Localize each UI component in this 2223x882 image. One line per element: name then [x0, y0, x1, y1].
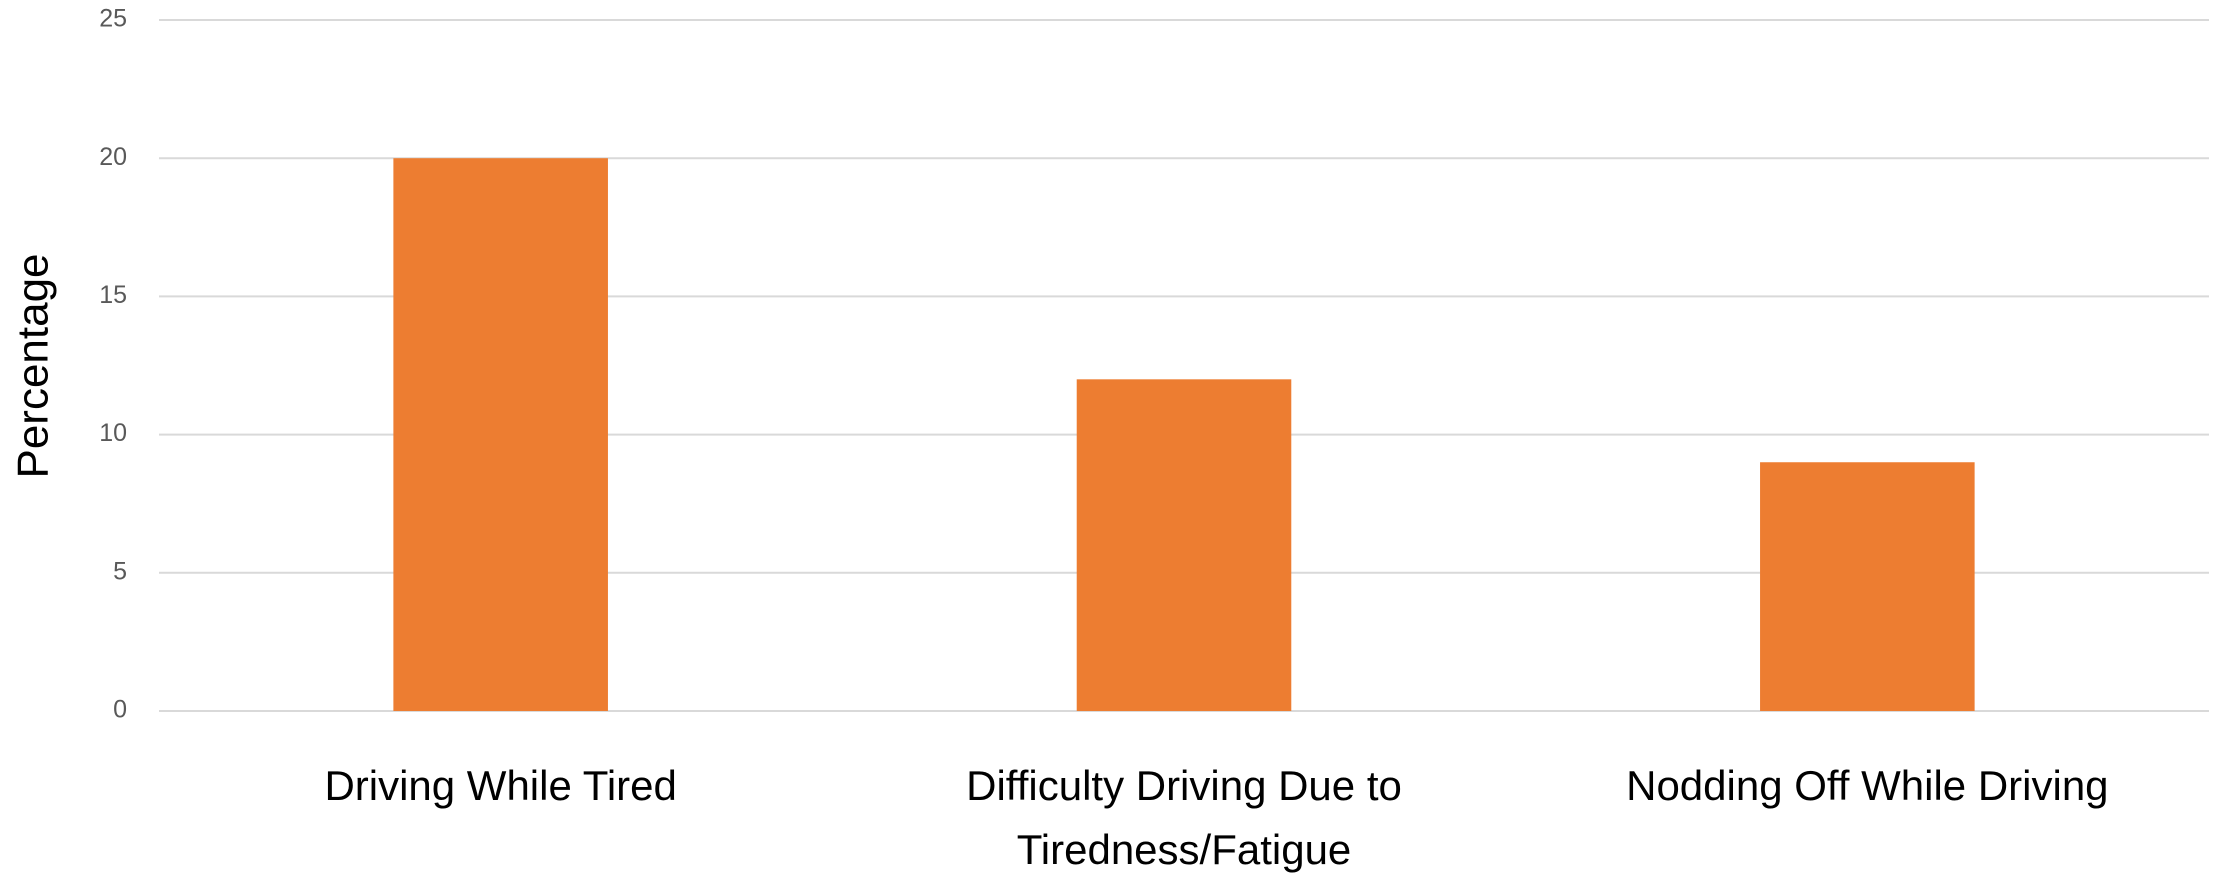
x-tick-label: Difficulty Driving Due to Tiredness/Fati…: [966, 762, 1402, 873]
bar: [1760, 462, 1975, 711]
y-axis-label: Percentage: [9, 253, 58, 478]
y-tick-label: 20: [99, 143, 127, 171]
x-tick-label: Driving While Tired: [324, 762, 677, 809]
y-tick-label: 25: [99, 5, 127, 33]
x-tick-label: Nodding Off While Driving: [1626, 762, 2109, 809]
y-tick-label: 0: [113, 696, 127, 724]
bar: [393, 158, 608, 711]
y-tick-label: 15: [99, 281, 127, 309]
bar: [1076, 379, 1292, 711]
y-tick-label: 10: [99, 419, 127, 447]
y-tick-label: 5: [113, 557, 127, 585]
